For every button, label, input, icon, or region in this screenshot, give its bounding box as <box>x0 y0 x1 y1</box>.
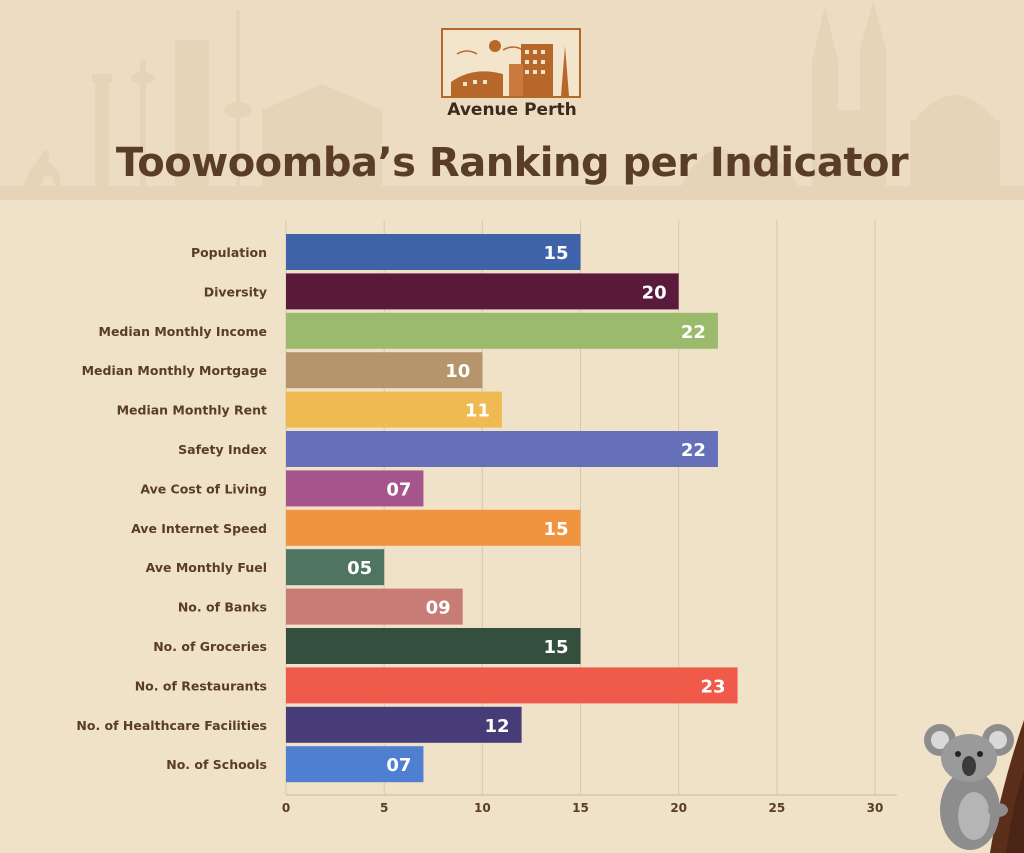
bar-value-label-4: 11 <box>465 401 490 422</box>
bar-value-label-3: 10 <box>445 361 470 382</box>
bar-1 <box>286 273 679 310</box>
category-label-8: Ave Monthly Fuel <box>146 560 267 575</box>
koala-illustration <box>924 720 1024 853</box>
logo-illustration <box>441 28 581 98</box>
category-label-4: Median Monthly Rent <box>117 403 267 418</box>
x-tick-label-5: 5 <box>380 801 388 815</box>
category-label-10: No. of Groceries <box>153 639 267 654</box>
bars: 15 20 22 10 11 22 07 15 05 09 15 23 12 07 <box>286 234 738 783</box>
x-tick-labels: 0 5 10 15 20 25 30 <box>282 801 884 815</box>
bar-value-label-2: 22 <box>681 322 706 343</box>
bar-8 <box>286 549 385 586</box>
bar-2 <box>286 312 718 349</box>
brand-name: Avenue Perth <box>447 100 577 120</box>
bar-9 <box>286 588 463 625</box>
bar-11 <box>286 667 738 704</box>
skyline-silhouette <box>0 0 1024 200</box>
category-label-13: No. of Schools <box>166 757 267 772</box>
category-label-7: Ave Internet Speed <box>131 521 267 536</box>
x-tick-label-25: 25 <box>768 801 785 815</box>
x-tick-label-20: 20 <box>670 801 687 815</box>
category-label-3: Median Monthly Mortgage <box>82 363 267 378</box>
bar-6 <box>286 470 424 507</box>
bar-7 <box>286 509 581 546</box>
bar-3 <box>286 352 483 389</box>
bar-5 <box>286 431 718 467</box>
x-tick-label-30: 30 <box>867 801 884 815</box>
category-label-11: No. of Restaurants <box>135 678 267 693</box>
bar-value-label-9: 09 <box>426 598 451 619</box>
bar-0 <box>286 234 581 270</box>
bar-value-label-8: 05 <box>347 558 372 579</box>
x-tick-label-10: 10 <box>474 801 491 815</box>
bar-4 <box>286 391 502 428</box>
bar-12 <box>286 706 522 743</box>
chart-title: Toowoomba’s Ranking per Indicator <box>115 140 909 186</box>
x-tick-label-15: 15 <box>572 801 589 815</box>
bar-value-label-6: 07 <box>386 479 411 500</box>
category-label-1: Diversity <box>204 284 267 299</box>
bar-13 <box>286 746 424 783</box>
bar-value-label-12: 12 <box>485 716 510 737</box>
x-tick-label-0: 0 <box>282 801 290 815</box>
category-label-6: Ave Cost of Living <box>140 481 267 496</box>
category-label-12: No. of Healthcare Facilities <box>76 718 267 733</box>
bar-value-label-0: 15 <box>543 243 568 264</box>
bar-value-label-13: 07 <box>386 755 411 776</box>
bar-value-label-7: 15 <box>543 519 568 540</box>
bar-value-label-5: 22 <box>681 440 706 461</box>
brand-logo: Avenue Perth <box>441 28 583 124</box>
bar-value-label-10: 15 <box>543 637 568 658</box>
category-label-0: Population <box>191 245 267 260</box>
bar-value-label-11: 23 <box>701 676 726 697</box>
category-label-9: No. of Banks <box>178 600 267 615</box>
bar-10 <box>286 628 581 664</box>
category-label-5: Safety Index <box>178 442 267 457</box>
category-label-2: Median Monthly Income <box>99 324 267 339</box>
bar-value-label-1: 20 <box>642 282 667 303</box>
category-labels: Population Diversity Median Monthly Income… <box>76 245 267 772</box>
